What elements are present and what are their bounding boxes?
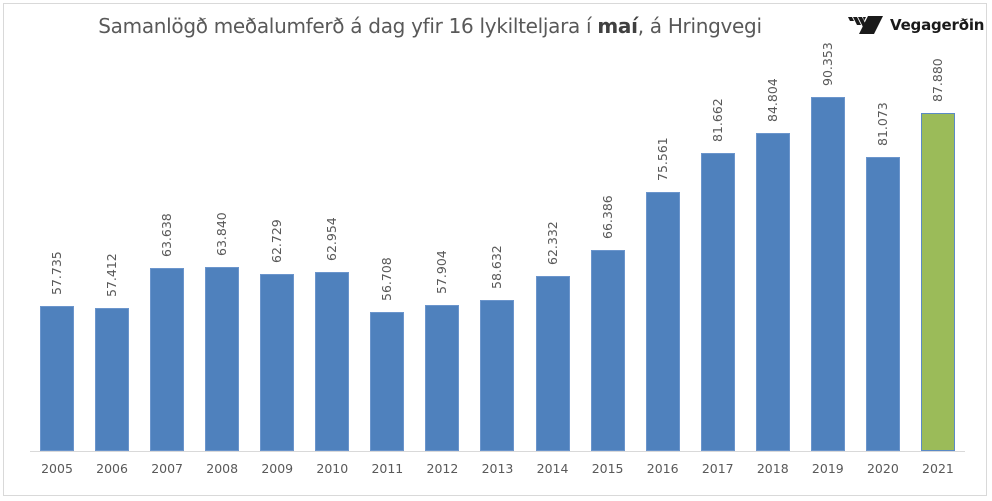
x-tick-2012: 2012 bbox=[426, 461, 459, 476]
title-text: Samanlögð meðalumferð á dag yfir 16 lyki… bbox=[98, 14, 598, 38]
bar-2011 bbox=[370, 312, 405, 451]
x-tick-2018: 2018 bbox=[756, 461, 789, 476]
vegagerdin-logo-icon bbox=[848, 16, 883, 34]
bar-2016 bbox=[645, 192, 680, 451]
x-tick-2020: 2020 bbox=[866, 461, 899, 476]
data-label-2017: 81.662 bbox=[709, 98, 725, 142]
data-label-2016: 75.561 bbox=[654, 137, 670, 181]
x-tick-2014: 2014 bbox=[536, 461, 569, 476]
x-tick-2010: 2010 bbox=[316, 461, 349, 476]
title-text-end: , á Hringvegi bbox=[637, 14, 762, 38]
x-tick-2016: 2016 bbox=[646, 461, 679, 476]
bar-2018 bbox=[755, 133, 790, 451]
bar-2007 bbox=[150, 268, 185, 451]
bar-2013 bbox=[480, 300, 515, 451]
data-label-2008: 63.840 bbox=[214, 212, 230, 256]
bar-2010 bbox=[315, 272, 350, 451]
logo-text: Vegagerðin bbox=[890, 16, 985, 34]
bar-2015 bbox=[590, 250, 625, 451]
data-label-2015: 66.386 bbox=[599, 195, 615, 239]
data-label-2018: 84.804 bbox=[764, 78, 780, 122]
bar-2017 bbox=[700, 153, 735, 451]
x-tick-2006: 2006 bbox=[96, 461, 128, 476]
bar-2021 bbox=[920, 113, 955, 451]
x-tick-2007: 2007 bbox=[151, 461, 184, 476]
data-label-2021: 87.880 bbox=[929, 58, 945, 102]
bar-2008 bbox=[205, 267, 240, 451]
x-tick-2013: 2013 bbox=[481, 461, 514, 476]
vegagerdin-logo: Vegagerðin bbox=[846, 14, 984, 36]
data-label-2019: 90.353 bbox=[819, 42, 835, 86]
data-label-2006: 57.412 bbox=[104, 253, 120, 297]
bar-2014 bbox=[535, 276, 570, 451]
data-label-2009: 62.729 bbox=[269, 219, 285, 263]
x-tick-2019: 2019 bbox=[811, 461, 844, 476]
x-tick-2015: 2015 bbox=[591, 461, 624, 476]
data-label-2020: 81.073 bbox=[874, 102, 890, 146]
data-label-2011: 56.708 bbox=[379, 257, 395, 301]
data-label-2010: 62.954 bbox=[324, 217, 340, 261]
data-label-2007: 63.638 bbox=[159, 213, 175, 257]
x-tick-2009: 2009 bbox=[261, 461, 294, 476]
data-label-2013: 58.632 bbox=[489, 245, 505, 289]
data-label-2014: 62.332 bbox=[544, 221, 560, 265]
x-tick-2011: 2011 bbox=[371, 461, 404, 476]
bar-2005 bbox=[40, 306, 74, 451]
x-tick-2021: 2021 bbox=[922, 461, 954, 476]
bar-2012 bbox=[425, 305, 460, 451]
bar-2006 bbox=[95, 308, 130, 451]
x-tick-2017: 2017 bbox=[701, 461, 734, 476]
data-label-2012: 57.904 bbox=[434, 250, 450, 294]
chart-title: Samanlögð meðalumferð á dag yfir 16 lyki… bbox=[0, 14, 860, 38]
x-axis-line bbox=[30, 451, 965, 452]
title-month: maí bbox=[597, 14, 638, 38]
x-tick-2008: 2008 bbox=[206, 461, 239, 476]
x-tick-2005: 2005 bbox=[41, 461, 73, 476]
bar-2020 bbox=[865, 157, 900, 451]
bar-2019 bbox=[810, 97, 845, 451]
bar-2009 bbox=[260, 274, 295, 451]
data-label-2005: 57.735 bbox=[49, 251, 64, 295]
